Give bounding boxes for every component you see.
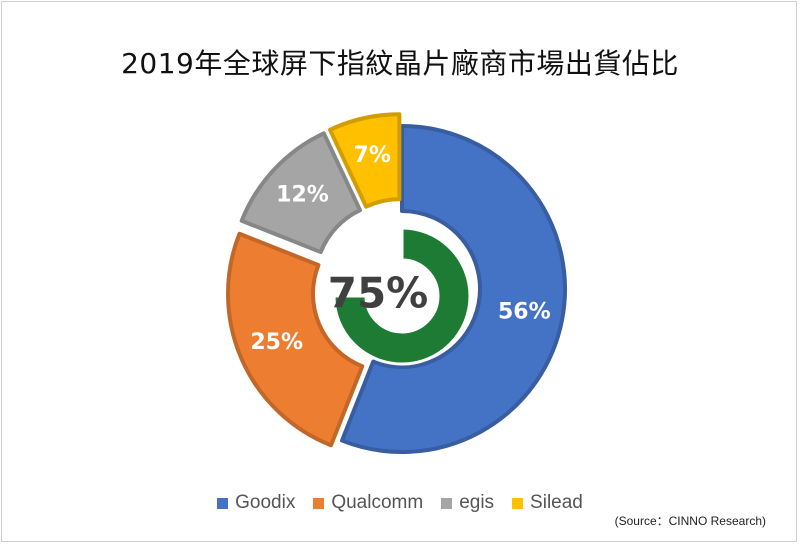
inner-ring bbox=[332, 226, 472, 366]
slice-egis bbox=[239, 131, 363, 255]
legend-label: Goodix bbox=[235, 492, 296, 513]
slice-goodix bbox=[339, 124, 567, 454]
legend-swatch bbox=[512, 497, 524, 509]
legend-label: Qualcomm bbox=[331, 492, 424, 513]
legend-swatch bbox=[217, 497, 229, 509]
outer-ring bbox=[225, 112, 567, 454]
slice-qualcomm bbox=[225, 231, 365, 448]
chart-legend: Goodix Qualcomm egis Silead bbox=[0, 492, 800, 514]
legend-label: egis bbox=[459, 492, 495, 513]
legend-item-egis: egis bbox=[441, 492, 494, 514]
slice-label-silead: 7% bbox=[354, 143, 391, 168]
slice-label-egis: 12% bbox=[276, 183, 329, 208]
legend-label: Silead bbox=[530, 492, 583, 513]
center-label: 75% bbox=[328, 269, 429, 318]
legend-swatch bbox=[313, 497, 325, 509]
source-note: (Source：CINNO Research) bbox=[614, 514, 766, 528]
slice-silead bbox=[327, 112, 402, 209]
legend-item-goodix: Goodix bbox=[217, 492, 295, 514]
chart-title: 2019年全球屏下指紋晶片廠商市場出貨佔比 bbox=[121, 47, 679, 80]
legend-item-silead: Silead bbox=[512, 492, 583, 514]
slice-label-goodix: 56% bbox=[498, 299, 551, 324]
legend-swatch bbox=[441, 497, 453, 509]
legend-item-qualcomm: Qualcomm bbox=[313, 492, 423, 514]
slice-label-qualcomm: 25% bbox=[250, 330, 303, 355]
inner-ring-arc bbox=[332, 226, 472, 366]
slice-labels: 56% 25% 12% 7% bbox=[250, 143, 550, 355]
